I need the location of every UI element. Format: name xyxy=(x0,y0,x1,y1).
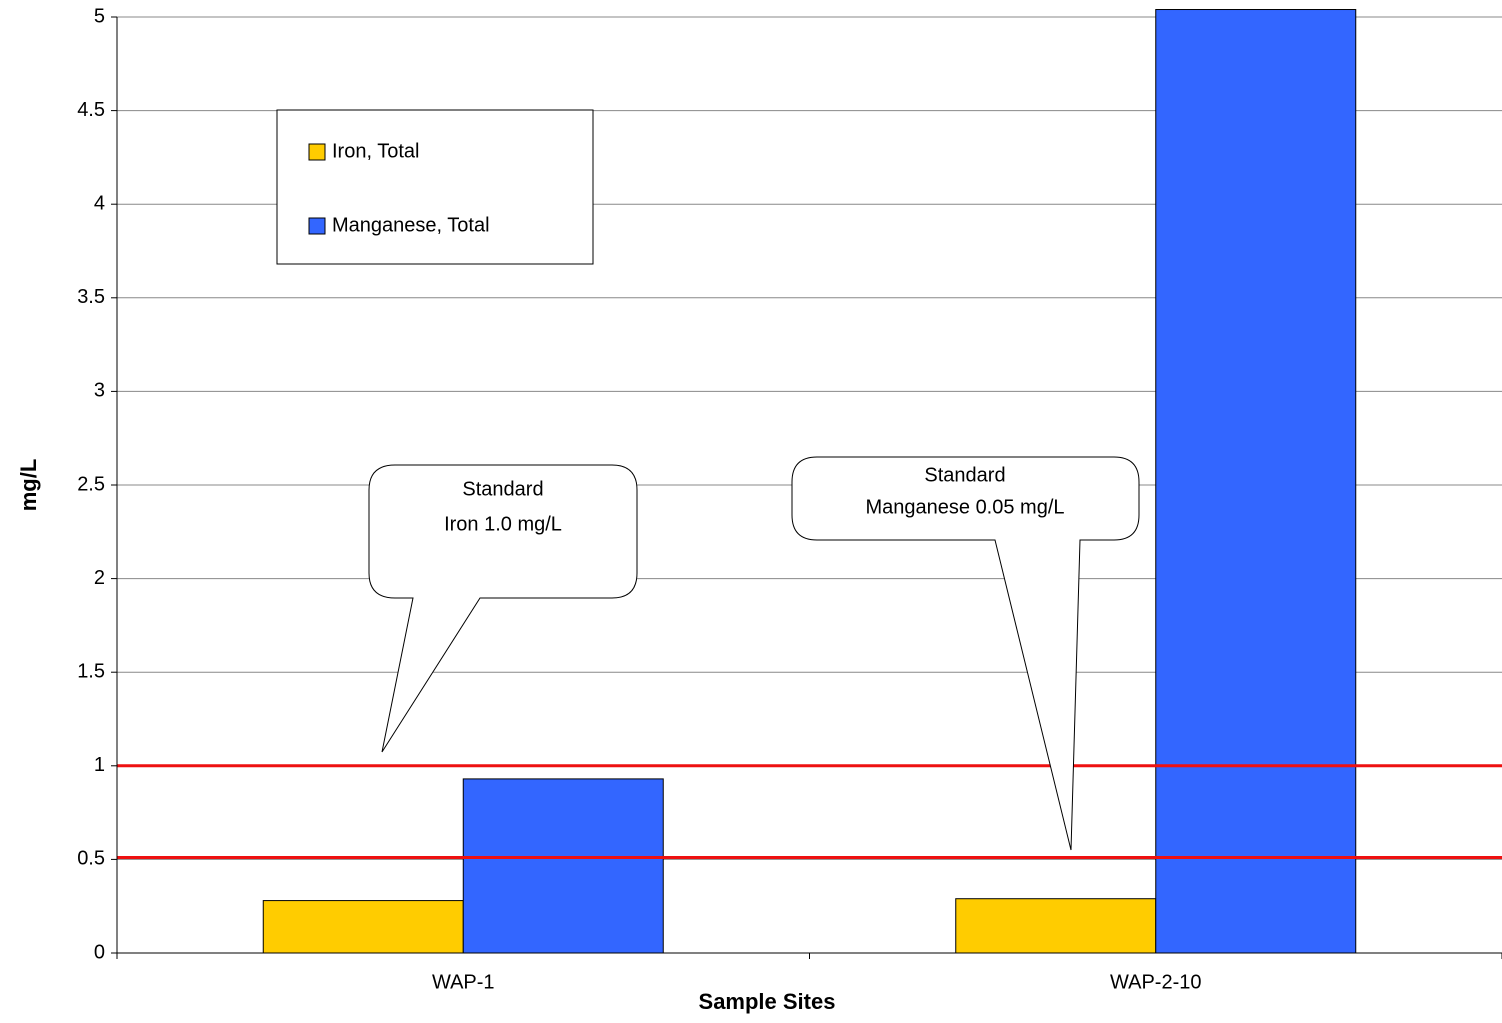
callout: Standard Manganese 0.05 mg/L xyxy=(791,456,1140,851)
bars xyxy=(262,9,1357,954)
y-tick-label: 2 xyxy=(94,567,105,589)
callout-shape xyxy=(791,456,1140,851)
y-tick-label: 4 xyxy=(94,192,105,214)
legend-box xyxy=(276,109,594,265)
legend-swatch xyxy=(308,143,326,161)
callout-text: Manganese 0.05 mg/L xyxy=(865,496,1064,518)
callout-text: Iron 1.0 mg/L xyxy=(444,513,562,535)
y-tick-label: 1.5 xyxy=(77,660,105,682)
legend-label: Iron, Total xyxy=(332,140,419,162)
y-tick-label: 1 xyxy=(94,754,105,776)
bar xyxy=(955,898,1157,954)
bar xyxy=(1155,9,1357,954)
x-tick-label: WAP-2-10 xyxy=(1110,971,1202,993)
bar xyxy=(462,778,664,954)
y-tick-label: 5 xyxy=(94,5,105,27)
legend-label: Manganese, Total xyxy=(332,214,490,236)
y-axis-title: mg/L xyxy=(16,459,41,512)
legend: Iron, Total Manganese, Total xyxy=(276,109,594,265)
y-tick-label: 2.5 xyxy=(77,473,105,495)
legend-swatch xyxy=(308,217,326,235)
y-tick-label: 0 xyxy=(94,941,105,963)
callout-text: Standard xyxy=(462,478,543,500)
x-axis-title: Sample Sites xyxy=(699,989,836,1014)
bar xyxy=(262,900,464,954)
y-tick-label: 3 xyxy=(94,380,105,402)
y-tick-label: 0.5 xyxy=(77,848,105,870)
callout-text: Standard xyxy=(924,464,1005,486)
reference-lines xyxy=(117,764,1502,860)
y-tick-label: 3.5 xyxy=(77,286,105,308)
callout-shape xyxy=(368,464,638,753)
callout: Standard Iron 1.0 mg/L xyxy=(368,464,638,753)
x-tick-label: WAP-1 xyxy=(432,971,495,993)
y-tick-label: 4.5 xyxy=(77,99,105,121)
